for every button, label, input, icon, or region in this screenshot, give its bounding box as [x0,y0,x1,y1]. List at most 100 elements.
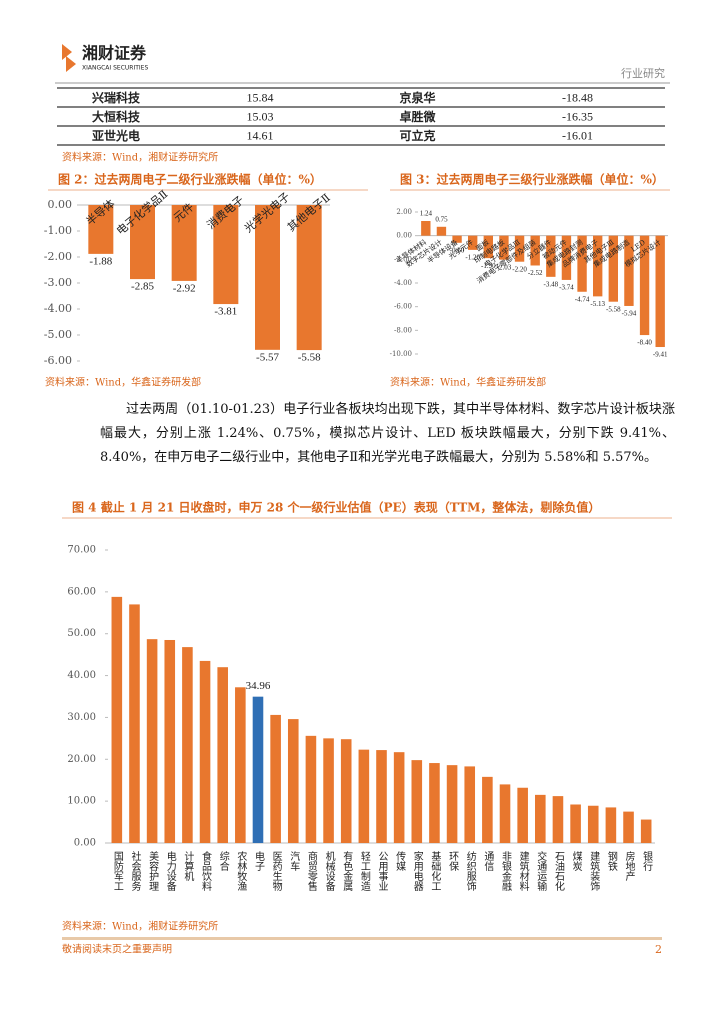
data-label: -3.81 [214,306,237,318]
x-tick-label: 煤炭 [570,850,582,872]
data-label: -2.92 [173,282,196,294]
bar [593,235,603,297]
bar [235,687,246,843]
data-label: -0.60 [450,246,465,254]
y-tick-label: 50.00 [67,628,96,639]
x-tick-label: 非银金融 [500,851,512,892]
data-label: -9.41 [653,351,668,359]
x-tick-label: 基础化工 [429,850,441,891]
x-tick-label: 综合 [217,850,229,872]
data-label: -5.58 [606,305,621,313]
x-tick-label: 通信 [482,851,494,872]
y-tick-label: -4.00 [394,279,412,287]
bar [130,205,155,280]
x-tick-label: 社会服务 [129,850,141,892]
x-tick-label: 商贸零售 [305,850,317,892]
table-cell: 兴瑞科技 [92,90,141,105]
bar [561,235,572,280]
chart-title: 图 4 截止 1 月 21 日收盘时，申万 28 个一级行业估值（PE）表现（T… [72,500,600,515]
footer-note: 敬请阅读末页之重要声明 [62,943,172,956]
bar [499,235,509,260]
y-tick-label: -2.00 [394,255,412,263]
y-tick-label: 0.00 [48,198,73,211]
x-tick-label: 银行 [641,850,653,872]
x-tick-label: 美容护理 [147,850,159,891]
bar [376,750,387,843]
bar [340,739,352,843]
y-tick-label: 60.00 [67,586,96,597]
brand: 湘财证券 [82,44,147,63]
chart-title: 图 3：过去两周电子三级行业涨跌幅（单位：%） [400,172,664,187]
bar [323,738,334,843]
bar [287,719,299,843]
y-tick-label: 2.00 [396,208,412,216]
bar [570,804,581,843]
x-tick-label: 农林牧渔 [235,850,247,892]
bar [393,752,405,843]
bar [429,763,440,843]
table-cell: -18.48 [562,90,593,104]
y-tick-label: -4.00 [44,302,72,315]
y-tick-label: -5.00 [44,328,72,341]
page-number: 2 [655,943,662,956]
paragraph: 过去两周（01.10-01.23）电子行业各板块均出现下跌，其中半导体材料、数字… [100,402,675,465]
bar [639,235,650,336]
y-tick-label: -2.00 [44,250,72,263]
x-tick-label: 国防军工 [111,851,123,891]
table-cell: -16.35 [562,109,593,123]
source: 资料来源：Wind，湘财证券研究所 [62,151,218,164]
y-tick-label: -10.00 [390,350,412,358]
bar [252,696,264,843]
table-cell: 亚世光电 [92,128,140,143]
y-tick-label: -3.00 [44,276,72,289]
bar [530,235,540,266]
x-tick-label: 交通运输 [535,850,547,892]
source: 资料来源：Wind，华鑫证券研发部 [45,376,201,389]
bar [146,639,158,843]
data-label: -5.58 [298,352,321,364]
data-label: -1.88 [89,255,112,267]
data-label: -5.94 [622,310,637,318]
bar [499,784,511,843]
bar [436,226,447,236]
table-cell: 大恒科技 [92,109,141,124]
x-tick-label: 电力设备 [164,850,176,892]
bar [217,667,228,843]
data-label: -8.40 [637,339,652,347]
data-label: -2.85 [131,281,154,293]
x-tick-label: 房地产 [623,850,635,882]
x-tick-label: 纺织服饰 [464,850,476,892]
data-label: -1.90 [481,262,496,270]
bar [129,604,140,843]
bar [255,205,280,350]
bar [164,639,176,843]
data-label: -5.13 [590,300,605,308]
bar [605,807,617,843]
bar [468,235,478,250]
x-tick-label: 公用事业 [376,851,388,891]
bar [305,735,317,843]
bar [514,235,525,262]
section: 行业研究 [621,66,665,80]
data-label: 0.75 [435,215,448,223]
data-label: -3.74 [559,284,574,292]
bar [446,765,458,843]
data-label: -1.20 [465,253,480,261]
bar [640,819,652,843]
data-label: -2.52 [528,269,543,277]
bar [624,235,634,306]
bar [535,794,546,843]
data-label: -2.03 [497,263,512,271]
y-tick-label: 0.00 [396,232,412,240]
table-cell: 可立克 [399,128,435,143]
y-tick-label: 0.00 [74,838,96,849]
y-tick-label: 20.00 [67,754,96,765]
table-cell: 卓胜微 [399,109,436,124]
table-cell: 15.84 [247,90,274,104]
bar [552,796,564,843]
bar [482,776,493,843]
bar [608,235,618,302]
x-tick-label: 建筑装饰 [588,850,600,892]
bar [199,660,211,843]
